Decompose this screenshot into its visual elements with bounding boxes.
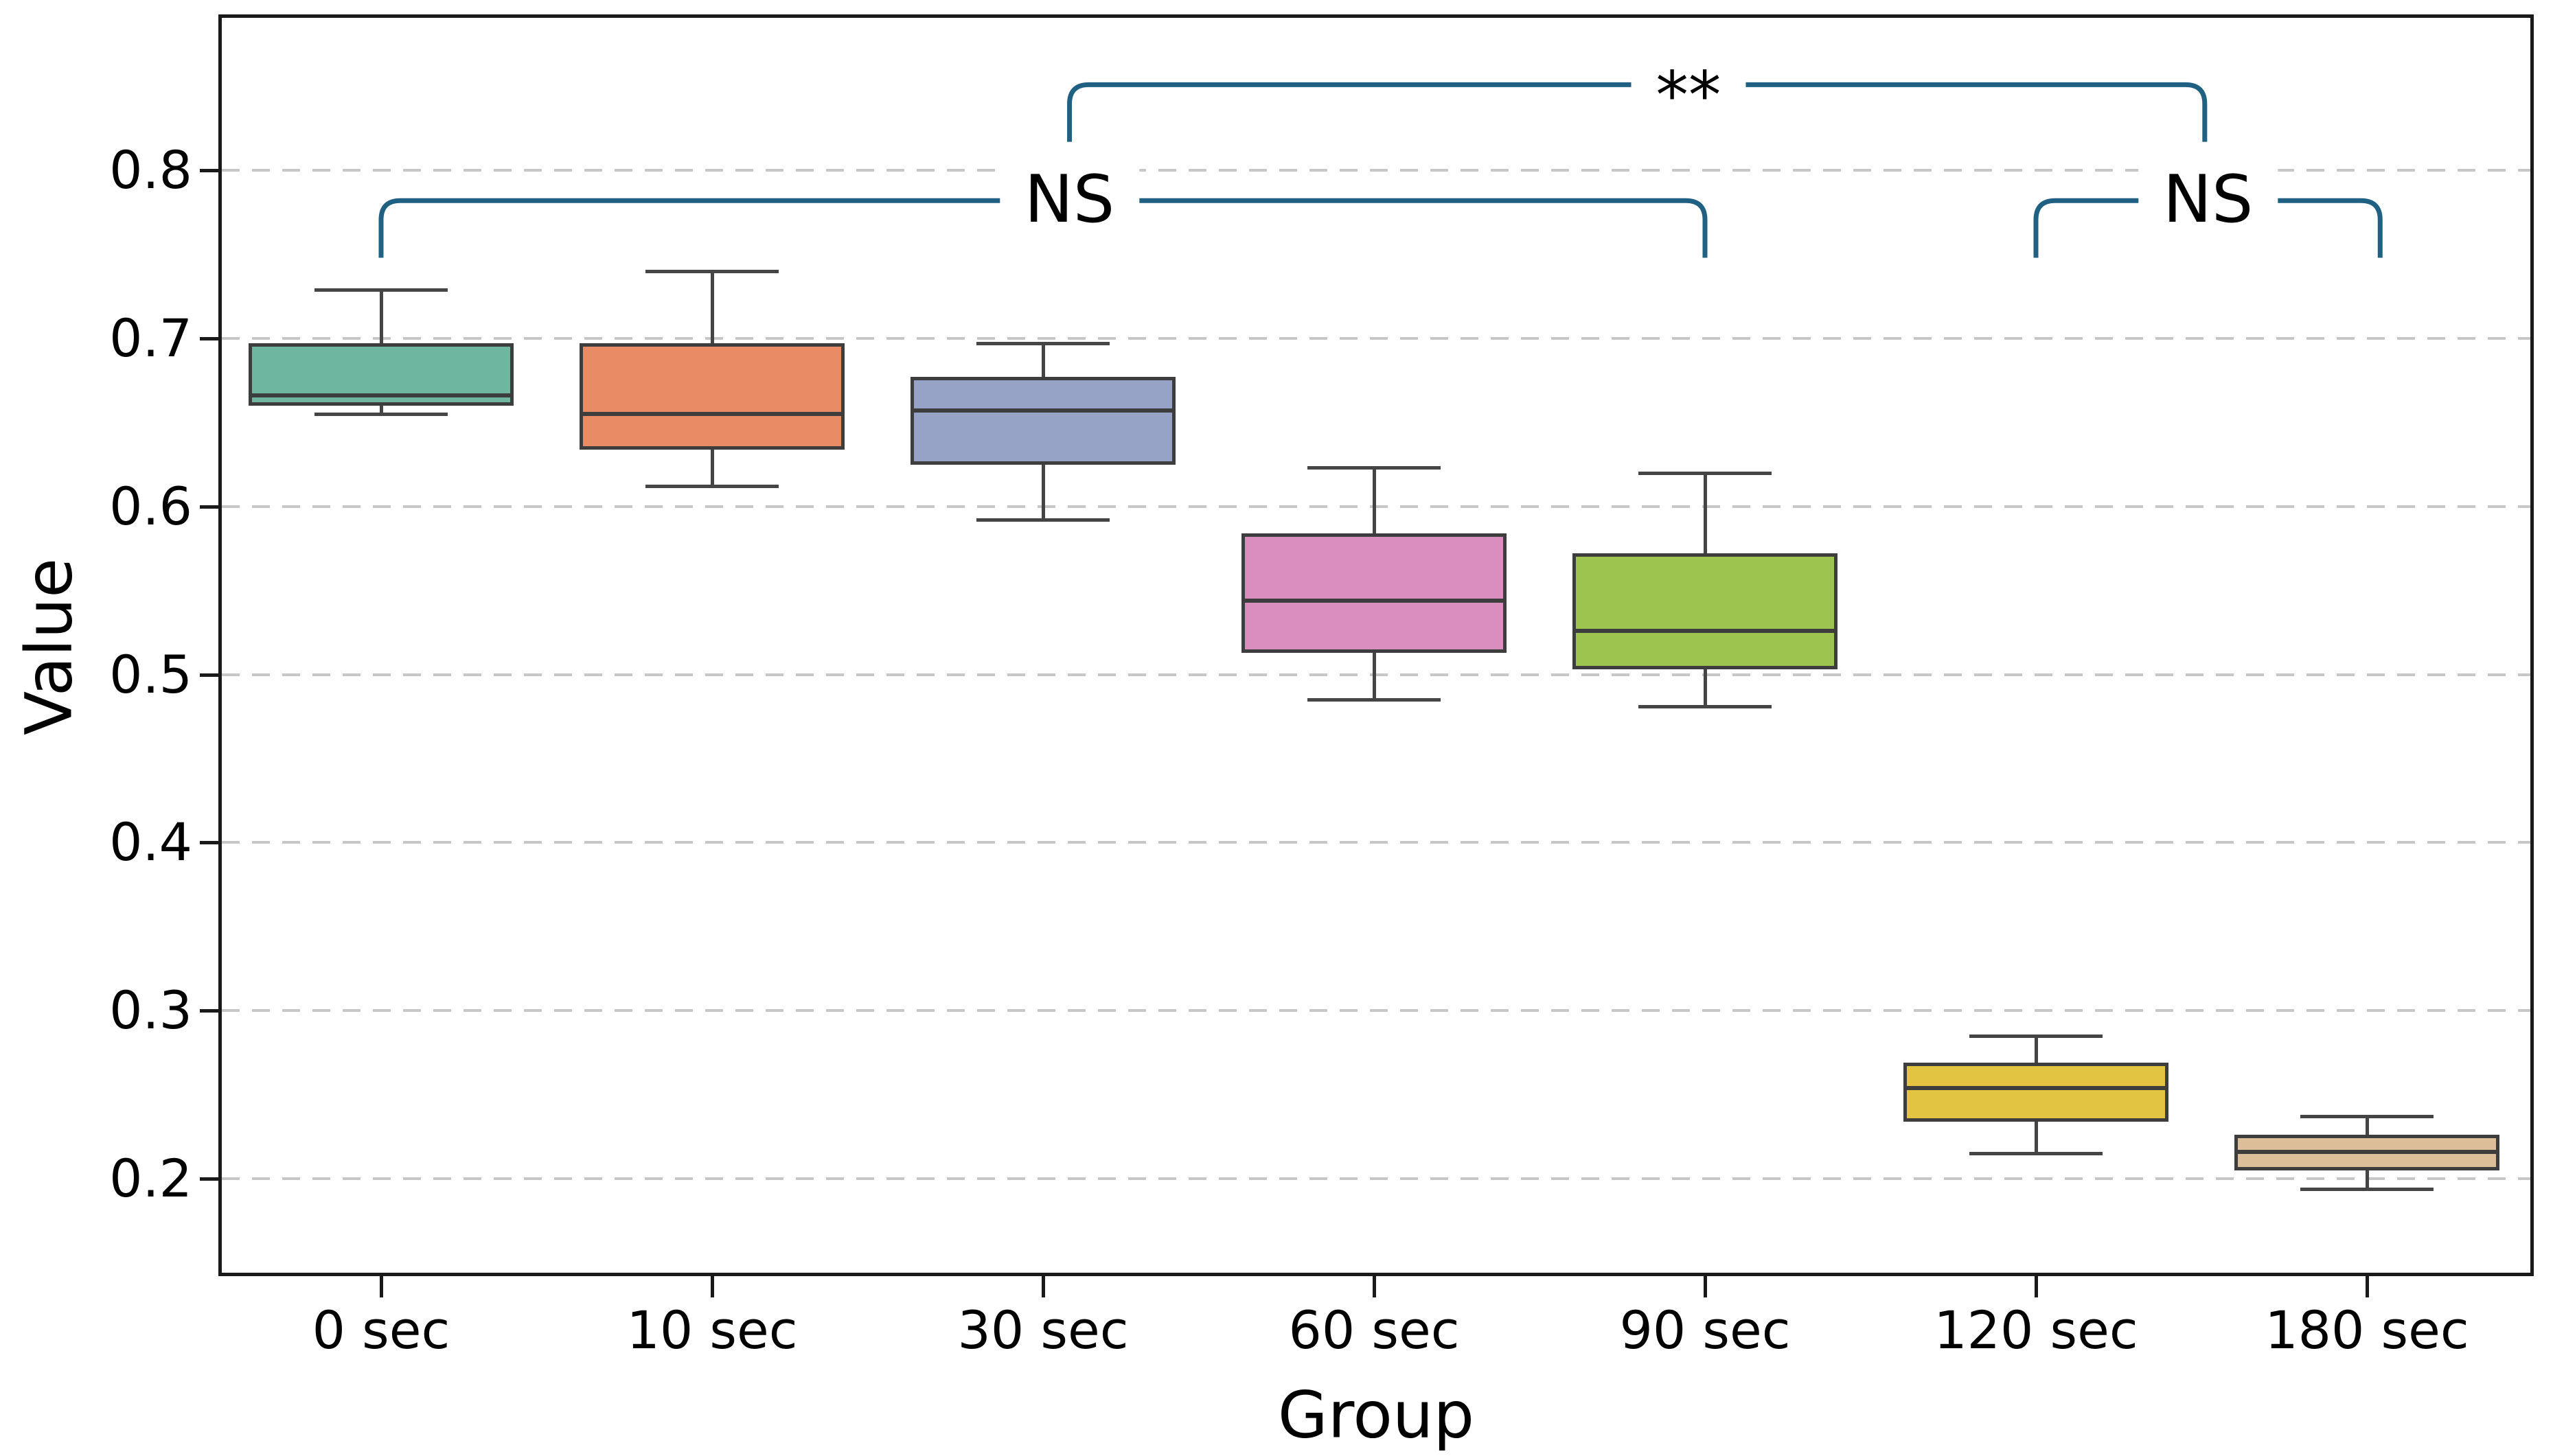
- box-120-sec: [1903, 1063, 2168, 1122]
- x-tick-label: 120 sec: [1934, 1299, 2138, 1361]
- gridline: [222, 673, 2530, 676]
- whisker-cap-upper: [976, 342, 1110, 346]
- whisker-cap-upper: [1969, 1034, 2103, 1038]
- median-line: [1245, 598, 1503, 603]
- y-tick-label: 0.7: [109, 308, 192, 369]
- gridline: [222, 169, 2530, 172]
- x-tick-label: 90 sec: [1619, 1299, 1791, 1361]
- x-tick-mark: [711, 1273, 714, 1297]
- whisker-cap-lower: [976, 518, 1110, 522]
- y-tick-mark: [200, 841, 222, 845]
- x-tick-mark: [1042, 1273, 1045, 1297]
- y-tick-mark: [200, 505, 222, 509]
- box-30-sec: [911, 377, 1176, 465]
- whisker-cap-upper: [314, 288, 448, 292]
- y-tick-mark: [200, 1009, 222, 1013]
- whisker-cap-upper: [1638, 471, 1772, 475]
- x-tick-mark: [2366, 1273, 2369, 1297]
- y-tick-mark: [200, 337, 222, 340]
- median-line: [2238, 1149, 2496, 1154]
- whisker-lower: [711, 449, 714, 487]
- whisker-lower: [2035, 1121, 2038, 1154]
- whisker-upper: [2035, 1035, 2038, 1063]
- whisker-lower: [380, 405, 383, 415]
- y-tick-mark: [200, 673, 222, 677]
- significance-stars-label: **: [1631, 62, 1746, 132]
- x-tick-mark: [1373, 1273, 1376, 1297]
- whisker-upper: [1704, 472, 1707, 554]
- gridline: [222, 505, 2530, 508]
- median-line: [583, 412, 841, 417]
- median-line: [1907, 1085, 2165, 1090]
- y-tick-mark: [200, 1177, 222, 1181]
- y-tick-label: 0.8: [109, 139, 192, 201]
- x-tick-label: 0 sec: [312, 1299, 450, 1361]
- box-10-sec: [580, 343, 845, 450]
- y-tick-mark: [200, 169, 222, 173]
- whisker-cap-lower: [645, 485, 779, 489]
- whisker-cap-lower: [1638, 705, 1772, 709]
- whisker-upper: [711, 271, 714, 344]
- x-tick-label: 60 sec: [1288, 1299, 1460, 1361]
- whisker-upper: [2366, 1116, 2369, 1135]
- median-line: [914, 408, 1172, 413]
- significance-ns-label: NS: [999, 166, 1140, 235]
- gridline: [222, 337, 2530, 340]
- y-tick-label: 0.6: [109, 475, 192, 537]
- y-tick-label: 0.2: [109, 1148, 192, 1209]
- median-line: [252, 393, 510, 398]
- whisker-cap-upper: [2300, 1115, 2434, 1119]
- x-tick-label: 180 sec: [2265, 1299, 2469, 1361]
- x-tick-label: 10 sec: [626, 1299, 798, 1361]
- gridline: [222, 1177, 2530, 1180]
- x-axis-title: Group: [1277, 1378, 1475, 1453]
- box-90-sec: [1572, 553, 1838, 670]
- whisker-upper: [1373, 467, 1376, 533]
- gridline: [222, 841, 2530, 844]
- whisker-cap-upper: [1307, 466, 1441, 470]
- whisker-cap-lower: [1307, 698, 1441, 702]
- whisker-cap-lower: [2300, 1187, 2434, 1191]
- whisker-lower: [2366, 1170, 2369, 1189]
- whisker-lower: [1704, 669, 1707, 707]
- whisker-cap-upper: [645, 270, 779, 274]
- whisker-cap-lower: [314, 413, 448, 417]
- box-60-sec: [1241, 533, 1507, 653]
- median-line: [1576, 628, 1834, 633]
- x-tick-mark: [1704, 1273, 1707, 1297]
- whisker-lower: [1373, 652, 1376, 700]
- whisker-lower: [1042, 464, 1045, 520]
- y-tick-label: 0.4: [109, 811, 192, 873]
- x-tick-mark: [2035, 1273, 2038, 1297]
- whisker-upper: [1042, 343, 1045, 378]
- gridline: [222, 1009, 2530, 1013]
- x-tick-label: 30 sec: [957, 1299, 1129, 1361]
- x-tick-mark: [380, 1273, 383, 1297]
- whisker-upper: [380, 290, 383, 344]
- significance-ns-label: NS: [2138, 166, 2278, 235]
- y-tick-label: 0.3: [109, 980, 192, 1041]
- y-tick-label: 0.5: [109, 643, 192, 705]
- whisker-cap-lower: [1969, 1152, 2103, 1156]
